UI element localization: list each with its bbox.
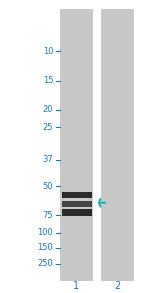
Text: 75: 75 bbox=[43, 211, 53, 220]
Bar bbox=[61, 192, 92, 198]
Bar bbox=[60, 9, 93, 281]
Text: 100: 100 bbox=[38, 229, 53, 237]
Text: 150: 150 bbox=[38, 243, 53, 252]
Text: 15: 15 bbox=[43, 76, 53, 85]
Text: 20: 20 bbox=[43, 105, 53, 114]
Bar bbox=[61, 209, 92, 216]
Text: 50: 50 bbox=[43, 182, 53, 190]
Text: 25: 25 bbox=[43, 123, 53, 132]
Text: 1: 1 bbox=[74, 281, 80, 291]
Text: 250: 250 bbox=[38, 259, 53, 268]
Text: 37: 37 bbox=[42, 155, 53, 164]
Bar bbox=[61, 201, 92, 207]
Text: 2: 2 bbox=[114, 281, 120, 291]
Bar bbox=[100, 9, 134, 281]
Text: 10: 10 bbox=[43, 47, 53, 56]
